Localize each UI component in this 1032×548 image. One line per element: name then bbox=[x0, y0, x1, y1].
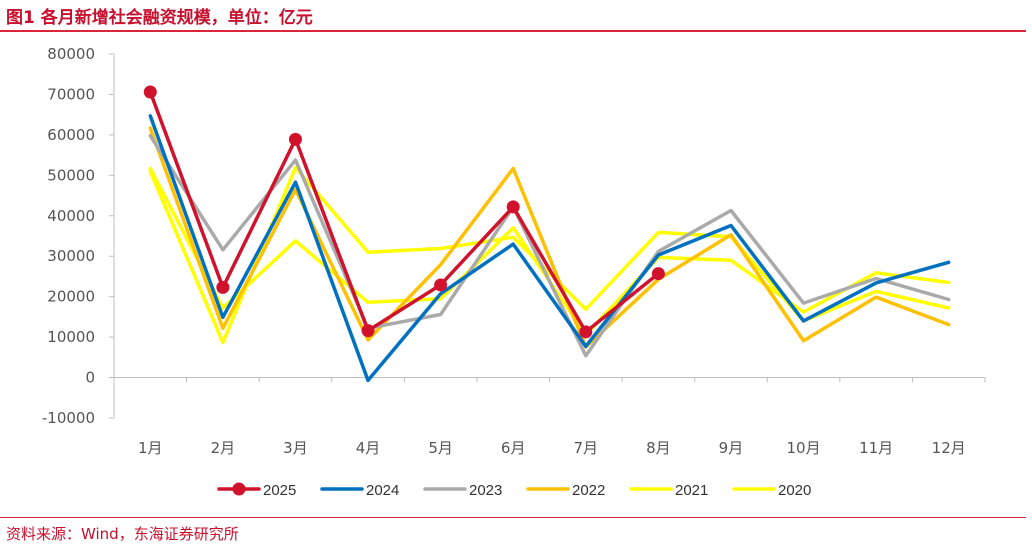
y-tick-label: 70000 bbox=[47, 85, 95, 103]
title-divider bbox=[0, 30, 1026, 32]
data-point-2025 bbox=[143, 85, 157, 99]
legend-label-2024: 2024 bbox=[366, 482, 399, 499]
data-point-2025 bbox=[288, 132, 302, 146]
series-line-2022 bbox=[148, 126, 951, 349]
data-point-2025 bbox=[651, 267, 665, 281]
x-tick-label: 3月 bbox=[283, 439, 308, 457]
source-note: 资料来源：Wind，东海证券研究所 bbox=[6, 525, 239, 543]
data-point-2025 bbox=[506, 200, 520, 214]
series-line-2023 bbox=[148, 133, 951, 358]
x-tick-label: 12月 bbox=[932, 439, 966, 457]
legend-label-2022: 2022 bbox=[572, 482, 605, 499]
x-tick-label: 4月 bbox=[356, 439, 381, 457]
x-tick-label: 5月 bbox=[428, 439, 453, 457]
x-tick-label: 7月 bbox=[574, 439, 599, 457]
x-tick-label: 8月 bbox=[646, 439, 671, 457]
data-point-2025 bbox=[434, 278, 448, 292]
y-tick-label: 80000 bbox=[47, 45, 95, 63]
y-tick-label: 40000 bbox=[47, 207, 95, 225]
y-tick-label: -10000 bbox=[42, 409, 95, 427]
y-tick-label: 10000 bbox=[47, 328, 95, 346]
x-tick-label: 10月 bbox=[786, 439, 820, 457]
legend-label-2020: 2020 bbox=[778, 482, 811, 499]
y-tick-label: 0 bbox=[85, 369, 95, 387]
data-point-2025 bbox=[361, 324, 375, 338]
x-tick-label: 11月 bbox=[859, 439, 893, 457]
x-tick-label: 9月 bbox=[719, 439, 744, 457]
x-tick-label: 1月 bbox=[138, 439, 163, 457]
legend-label-2023: 2023 bbox=[469, 482, 502, 499]
x-tick-label: 6月 bbox=[501, 439, 526, 457]
y-tick-label: 30000 bbox=[47, 247, 95, 265]
y-tick-label: 20000 bbox=[47, 288, 95, 306]
y-tick-label: 60000 bbox=[47, 126, 95, 144]
figure-title: 图1 各月新增社会融资规模，单位：亿元 bbox=[6, 8, 313, 28]
legend-label-2021: 2021 bbox=[675, 482, 708, 499]
x-tick-label: 2月 bbox=[211, 439, 236, 457]
y-tick-label: 50000 bbox=[47, 166, 95, 184]
series-line-2024 bbox=[148, 114, 951, 383]
data-point-2025 bbox=[216, 280, 230, 294]
series-line-2025 bbox=[148, 90, 661, 334]
legend-label-2025: 2025 bbox=[263, 482, 296, 499]
legend-marker-2025 bbox=[232, 482, 246, 496]
footer-divider bbox=[0, 517, 1026, 518]
data-point-2025 bbox=[579, 325, 593, 339]
